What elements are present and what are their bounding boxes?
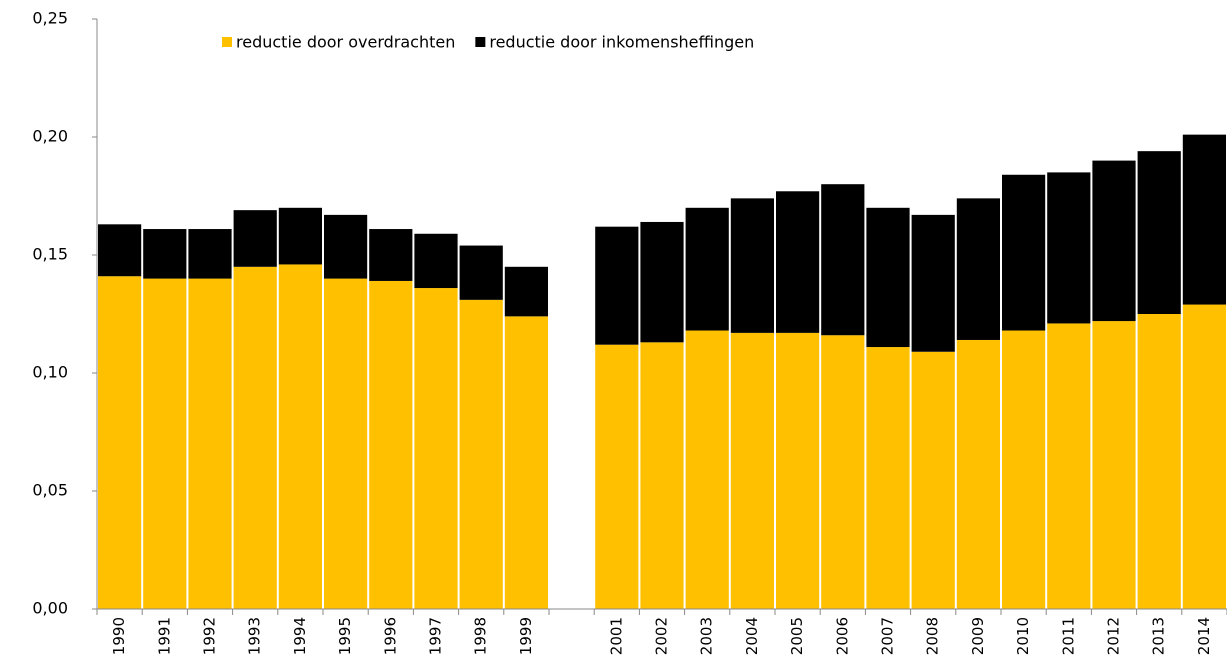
bar-segment [595, 226, 639, 345]
bar-segment [776, 191, 820, 333]
x-tick-label: 2001 [607, 617, 625, 655]
bar-segment [188, 278, 232, 609]
bar-segment [866, 207, 910, 348]
bar-segment [730, 332, 774, 609]
bar-segment [821, 184, 865, 336]
bar-segment [233, 266, 277, 609]
y-tick-label: 0,25 [32, 9, 68, 28]
bar-segment [1182, 134, 1226, 305]
x-tick-label: 2006 [833, 617, 851, 655]
bar-segment [459, 245, 503, 300]
x-tick-label: 2010 [1014, 617, 1032, 655]
bar-segment [1137, 314, 1181, 609]
bar-segment [98, 276, 142, 609]
bar-segment [730, 198, 774, 333]
legend-swatch [475, 37, 486, 47]
x-tick-label: 2004 [743, 617, 761, 655]
y-tick-label: 0,00 [32, 599, 68, 618]
bar-segment [414, 288, 458, 609]
x-tick-label: 2005 [788, 617, 806, 655]
x-tick-label: 1992 [201, 617, 219, 655]
x-tick-label: 1999 [517, 617, 535, 655]
y-tick-label: 0,10 [32, 363, 68, 382]
bar-segment [956, 339, 1000, 609]
bar-segment [640, 342, 684, 609]
legend-label: reductie door inkomensheffingen [489, 33, 754, 52]
bar-segment [324, 214, 368, 279]
bar-segment [504, 316, 548, 609]
bar-segment [369, 229, 413, 281]
y-tick-label: 0,15 [32, 245, 68, 264]
bar-segment [1002, 174, 1046, 331]
x-tick-label: 2009 [969, 617, 987, 655]
x-tick-label: 2011 [1059, 617, 1077, 655]
legend-swatch [222, 37, 232, 47]
bar-segment [233, 210, 277, 267]
bar-segment [776, 332, 820, 609]
bar-segment [1182, 304, 1226, 609]
bar-segment [324, 278, 368, 609]
x-tick-label: 1995 [336, 617, 354, 655]
x-tick-label: 2013 [1150, 617, 1168, 655]
bar-segment [685, 330, 729, 609]
bar-segment [595, 344, 639, 609]
bar-segment [1047, 323, 1091, 609]
bar-segment [143, 278, 187, 609]
x-tick-label: 2003 [698, 617, 716, 655]
x-tick-label: 1997 [427, 617, 445, 655]
x-tick-label: 2008 [924, 617, 942, 655]
bar-segment [911, 351, 955, 609]
y-tick-label: 0,20 [32, 127, 68, 146]
bar-segment [866, 347, 910, 609]
bar-segment [504, 266, 548, 317]
bar-segment [640, 221, 684, 343]
x-tick-label: 1990 [110, 617, 128, 655]
bar-segment [1092, 160, 1136, 322]
bar-segment [369, 280, 413, 609]
x-tick-label: 1998 [472, 617, 490, 655]
bar-segment [278, 207, 322, 265]
bar-segment [98, 224, 142, 277]
bar-segment [1002, 330, 1046, 609]
bar-segment [911, 214, 955, 352]
bar-segment [188, 229, 232, 279]
legend-label: reductie door overdrachten [236, 33, 455, 52]
x-tick-label: 1996 [381, 617, 399, 655]
x-tick-label: 2002 [653, 617, 671, 655]
x-tick-label: 2014 [1195, 617, 1213, 655]
x-tick-label: 1993 [246, 617, 264, 655]
x-tick-label: 2012 [1105, 617, 1123, 655]
bar-segment [1092, 321, 1136, 609]
bar-segment [278, 264, 322, 609]
bar-segment [685, 207, 729, 331]
bar-segment [821, 335, 865, 609]
x-tick-label: 2007 [879, 617, 897, 655]
x-tick-label: 1991 [155, 617, 173, 655]
x-tick-label: 1994 [291, 617, 309, 655]
bar-segment [414, 233, 458, 289]
bar-segment [1047, 172, 1091, 324]
bar-segment [1137, 151, 1181, 314]
bar-segment [143, 229, 187, 279]
y-tick-label: 0,05 [32, 481, 68, 500]
bar-segment [956, 198, 1000, 340]
bar-segment [459, 299, 503, 609]
